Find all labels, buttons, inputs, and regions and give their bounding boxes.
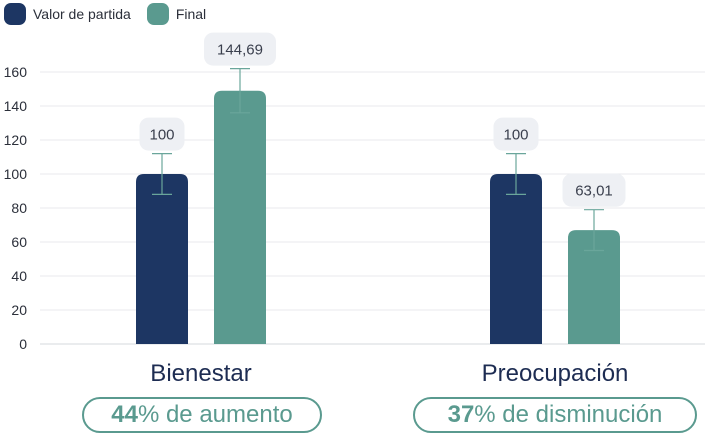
- annotation-pill-disminucion: 37% de disminución: [413, 397, 697, 433]
- y-tick-label-100: 100: [4, 166, 28, 182]
- y-tick-label-40: 40: [11, 268, 27, 284]
- bar-1-1: [568, 230, 620, 344]
- data-label-bg-0-0: [139, 117, 185, 151]
- legend-swatch-final: [146, 3, 169, 25]
- data-label-1-0: 144,69: [217, 42, 263, 59]
- bar-0-0: [136, 174, 188, 344]
- annotation-value-aumento: 44: [111, 401, 138, 428]
- y-tick-label-140: 140: [4, 98, 28, 114]
- y-tick-label-20: 20: [11, 302, 27, 318]
- annotation-pill-aumento: 44% de aumento: [82, 397, 322, 433]
- category-label-bienestar: Bienestar: [150, 360, 252, 387]
- y-tick-label-0: 0: [19, 336, 27, 352]
- annotation-text-disminucion: % de disminución: [474, 401, 663, 428]
- data-label-0-1: 100: [503, 127, 528, 144]
- y-tick-label-60: 60: [11, 234, 27, 250]
- legend-item-final: Final: [146, 3, 207, 25]
- y-tick-label-80: 80: [11, 200, 27, 216]
- legend-label-valor-de-partida: Valor de partida: [33, 6, 131, 22]
- data-label-1-1: 63,01: [575, 183, 613, 200]
- legend: Valor de partida Final: [4, 3, 206, 25]
- legend-swatch-valor-de-partida: [4, 3, 26, 25]
- data-label-0-0: 100: [149, 127, 174, 144]
- bar-1-0: [214, 90, 266, 344]
- data-label-bg-1-0: [204, 32, 276, 66]
- annotation-value-disminucion: 37: [447, 401, 475, 428]
- y-tick-label-160: 160: [4, 64, 28, 80]
- category-label-preocupacion: Preocupación: [481, 360, 629, 387]
- data-label-bg-1-1: [562, 173, 626, 207]
- annotation-text-aumento: % de aumento: [137, 401, 293, 428]
- bar-0-1: [490, 174, 542, 344]
- legend-label-final: Final: [175, 6, 207, 22]
- y-tick-label-120: 120: [4, 132, 28, 148]
- legend-item-valor-de-partida: Valor de partida: [4, 3, 131, 25]
- data-label-bg-0-1: [493, 117, 539, 151]
